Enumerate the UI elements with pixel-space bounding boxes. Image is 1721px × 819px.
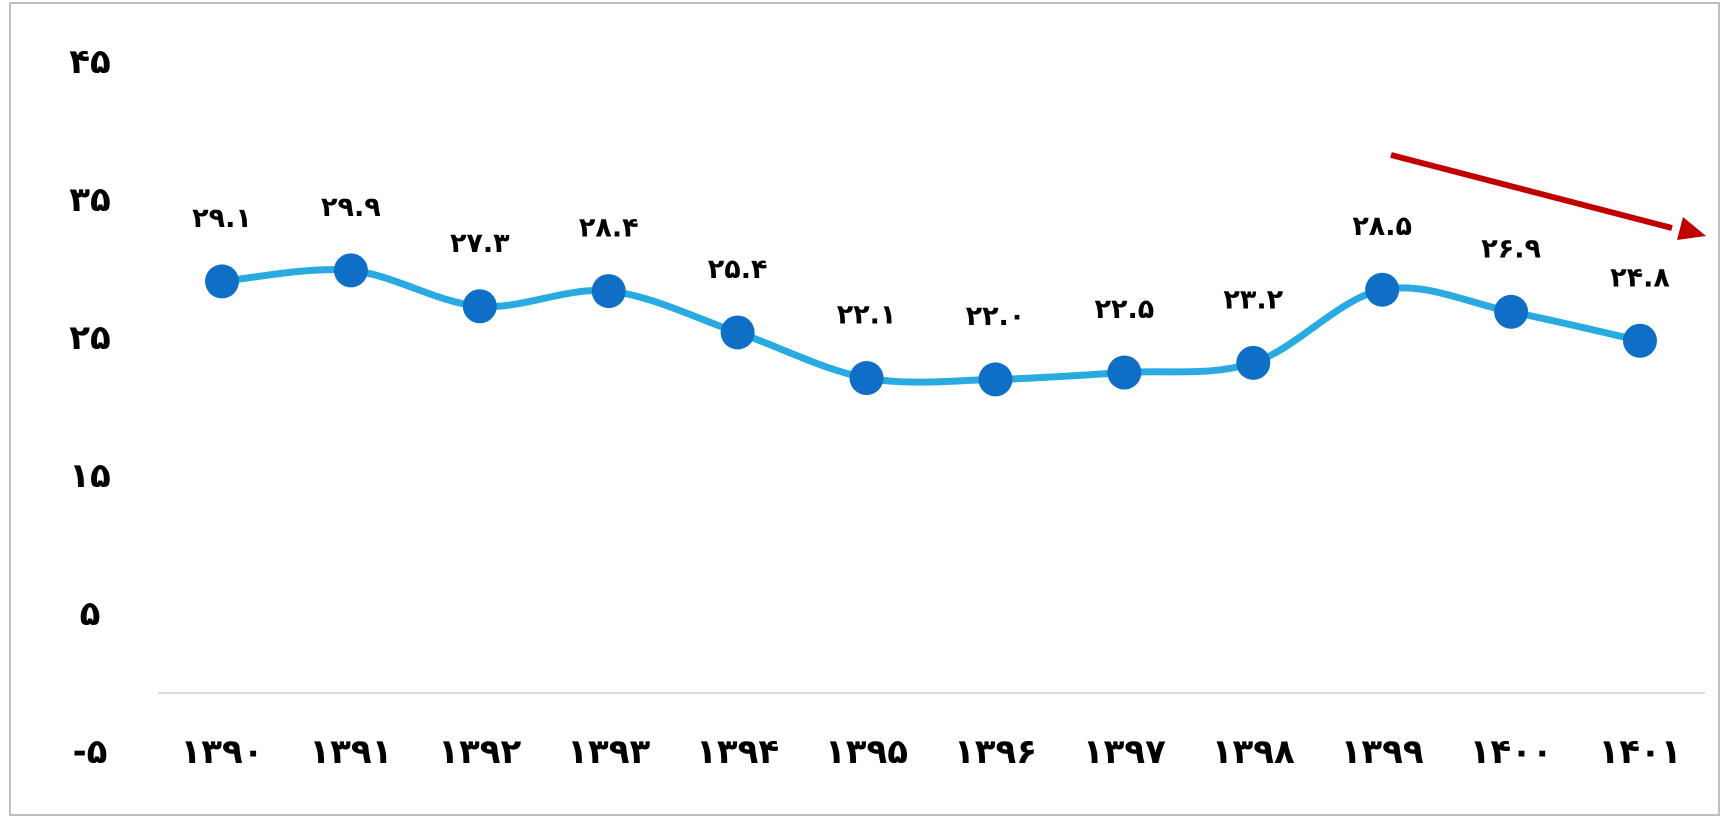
data-label: ۲۵.۴ (708, 254, 768, 285)
data-label: ۲۷.۳ (450, 228, 510, 259)
data-label: ۲۲.۵ (1095, 294, 1155, 325)
y-tick-label: ۵ (80, 594, 101, 634)
markers (205, 253, 1657, 397)
x-axis: ۱۳۹۰ ۱۳۹۱ ۱۳۹۲ ۱۳۹۳ ۱۳۹۴ ۱۳۹۵ ۱۳۹۶ ۱۳۹۷ ۱۳۹۸ ۱۳۹۹… (180, 732, 1681, 772)
data-label: ۲۴.۸ (1610, 262, 1670, 293)
trend-arrow (1390, 152, 1706, 240)
data-label: ۲۸.۴ (579, 213, 639, 244)
x-tick-label: ۱۳۹۵ (825, 732, 908, 772)
trend-arrow-head (1677, 217, 1706, 240)
data-point-marker (1365, 272, 1400, 307)
data-point-marker (1107, 355, 1142, 390)
data-point-marker (849, 361, 884, 396)
x-tick-label: ۱۳۹۱ (309, 732, 392, 772)
y-tick-label: ۳۵ (69, 180, 111, 220)
data-labels: ۲۹.۱ ۲۹.۹ ۲۷.۳ ۲۸.۴ ۲۵.۴ ۲۲.۱ ۲۲.۰ ۲۲.۵ ۲۳.۲ ۲۸.۵… (192, 192, 1670, 332)
trend-arrow-shaft (1390, 152, 1673, 231)
data-label: ۲۲.۰ (966, 301, 1026, 332)
x-tick-label: ۱۳۹۶ (954, 732, 1037, 772)
data-point-marker (1623, 323, 1657, 358)
data-point-marker (1494, 294, 1529, 329)
x-tick-label: ۱۳۹۲ (438, 732, 521, 772)
data-point-marker (333, 253, 368, 288)
data-point-marker (591, 274, 626, 309)
y-tick-label: ۴۵ (69, 42, 111, 82)
data-label: ۲۳.۲ (1223, 284, 1283, 315)
data-point-marker (462, 289, 497, 324)
data-label: ۲۸.۵ (1352, 211, 1412, 242)
y-tick-label: ۱۵ (69, 456, 111, 496)
data-point-marker (1236, 345, 1271, 380)
x-tick-label: ۱۳۹۰ (180, 732, 263, 772)
x-tick-label: ۱۳۹۷ (1083, 732, 1166, 772)
data-point-marker (720, 315, 755, 350)
data-label: ۲۹.۹ (321, 192, 381, 223)
x-tick-label: ۱۴۰۰ (1470, 732, 1553, 772)
data-label: ۲۹.۱ (192, 203, 252, 234)
x-tick-label: ۱۳۹۹ (1341, 732, 1424, 772)
data-label: ۲۶.۹ (1481, 233, 1541, 264)
data-point-marker (978, 362, 1013, 397)
x-tick-label: ۱۳۹۳ (567, 732, 650, 772)
y-tick-label: -۵ (73, 732, 108, 772)
x-tick-label: ۱۳۹۴ (696, 732, 779, 772)
x-tick-label: ۱۳۹۸ (1212, 732, 1295, 772)
chart-border (9, 2, 1720, 816)
data-label: ۲۲.۱ (837, 300, 897, 331)
y-tick-label: ۲۵ (69, 318, 111, 358)
x-tick-label: ۱۴۰۱ (1598, 732, 1681, 772)
y-axis: ۴۵ ۳۵ ۲۵ ۱۵ ۵ -۵ (69, 42, 111, 772)
data-point-marker (205, 264, 239, 299)
